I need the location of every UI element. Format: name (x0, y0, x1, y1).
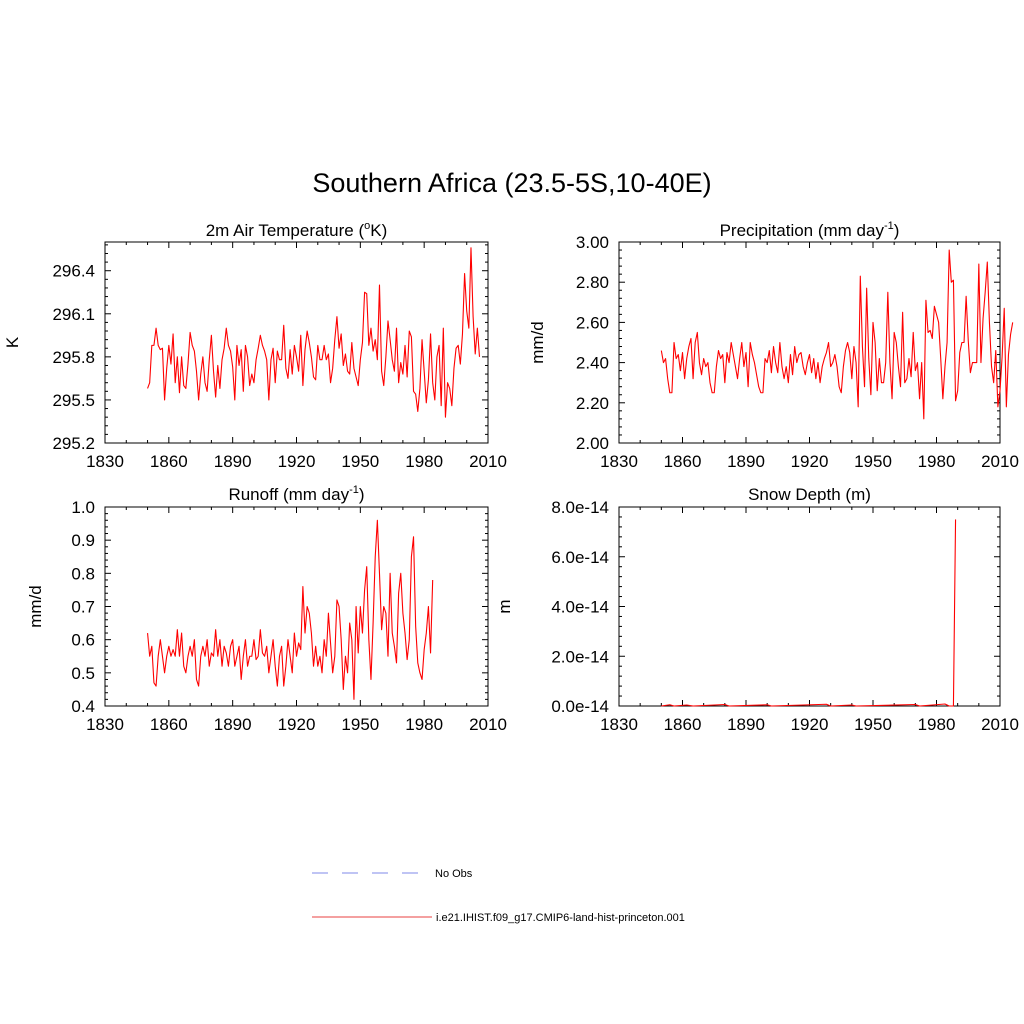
air-temperature-x-tick-label: 1890 (214, 452, 252, 471)
snow-depth-x-tick-label: 2010 (981, 715, 1019, 734)
air-temperature-x-tick-label: 1950 (341, 452, 379, 471)
runoff-title: Runoff (mm day-1) (228, 484, 364, 504)
air-temperature-x-tick-label: 1860 (150, 452, 188, 471)
precipitation-y-tick-label: 2.60 (576, 313, 609, 332)
air-temperature-y-tick-label: 295.2 (52, 434, 95, 453)
air-temperature-x-tick-label: 1980 (405, 452, 443, 471)
precipitation-x-tick-label: 1830 (600, 452, 638, 471)
snow-depth-y-tick-label: 2.0e-14 (551, 647, 609, 666)
runoff-series-line (147, 519, 434, 700)
snow-depth-x-tick-label: 1860 (664, 715, 702, 734)
runoff-y-tick-label: 1.0 (71, 498, 95, 517)
runoff-y-tick-label: 0.8 (71, 564, 95, 583)
legend: No Obs i.e21.IHIST.f09_g17.CMIP6-land-hi… (312, 868, 685, 924)
precipitation-x-tick-label: 1980 (918, 452, 956, 471)
air-temperature-x-tick-label: 1920 (278, 452, 316, 471)
runoff-y-tick-label: 0.4 (71, 697, 95, 716)
runoff-x-tick-label: 2010 (469, 715, 507, 734)
figure-title: Southern Africa (23.5-5S,10-40E) (312, 168, 712, 198)
runoff-y-tick-label: 0.7 (71, 598, 95, 617)
panel-precipitation: 1830 1860 1890 1920 1950 1980 2010 2.00 2.20 2.40… (528, 220, 1019, 471)
air-temperature-y-tick-label: 295.5 (52, 391, 95, 410)
runoff-plot-frame (104, 506, 489, 707)
legend-label-no-obs: No Obs (435, 868, 473, 880)
runoff-x-tick-label: 1890 (214, 715, 252, 734)
panel-snow-depth: 1830 1860 1890 1920 1950 1980 2010 0.0e-14 2.0e-… (495, 485, 1019, 734)
legend-label-model: i.e21.IHIST.f09_g17.CMIP6-land-hist-prin… (436, 912, 685, 924)
precipitation-x-tick-label: 2010 (981, 452, 1019, 471)
precipitation-y-tick-label: 2.80 (576, 273, 609, 292)
snow-depth-plot-frame (618, 506, 1001, 707)
precipitation-x-tick-label: 1890 (727, 452, 765, 471)
snow-depth-y-axis-label: m (495, 599, 514, 613)
air-temperature-y-tick-label: 295.8 (52, 348, 95, 367)
snow-depth-x-tick-label: 1950 (854, 715, 892, 734)
runoff-y-tick-label: 0.6 (71, 631, 95, 650)
snow-depth-x-tick-label: 1830 (600, 715, 638, 734)
air-temperature-y-tick-label: 296.4 (52, 262, 95, 281)
panel-air-temperature: 1830 1860 1890 1920 1950 1980 2010 295.2 295.5 29… (3, 220, 507, 471)
runoff-x-tick-label: 1920 (278, 715, 316, 734)
air-temperature-title: 2m Air Temperature (oK) (206, 220, 388, 240)
panel-runoff: 1830 1860 1890 1920 1950 1980 2010 0.4 0.5 0.6 0.7… (26, 484, 507, 734)
precipitation-y-tick-label: 2.20 (576, 394, 609, 413)
runoff-x-tick-label: 1950 (341, 715, 379, 734)
snow-depth-y-tick-label: 6.0e-14 (551, 548, 609, 567)
precipitation-x-tick-label: 1950 (854, 452, 892, 471)
snow-depth-y-tick-label: 0.0e-14 (551, 697, 609, 716)
snow-depth-x-tick-label: 1890 (727, 715, 765, 734)
snow-depth-x-tick-label: 1920 (791, 715, 829, 734)
runoff-x-tick-label: 1860 (150, 715, 188, 734)
air-temperature-x-tick-label: 1830 (86, 452, 124, 471)
precipitation-plot-frame (618, 241, 1001, 444)
precipitation-title: Precipitation (mm day-1) (720, 220, 900, 240)
air-temperature-y-tick-label: 296.1 (52, 305, 95, 324)
runoff-x-tick-label: 1980 (405, 715, 443, 734)
runoff-y-tick-label: 0.5 (71, 664, 95, 683)
runoff-y-axis-label: mm/d (26, 585, 45, 628)
snow-depth-x-tick-label: 1980 (918, 715, 956, 734)
runoff-y-tick-label: 0.9 (71, 531, 95, 550)
air-temperature-series-line (147, 247, 481, 418)
precipitation-x-tick-label: 1920 (791, 452, 829, 471)
snow-depth-title: Snow Depth (m) (748, 485, 871, 504)
air-temperature-y-axis-label: K (3, 336, 22, 348)
snow-depth-y-tick-label: 8.0e-14 (551, 498, 609, 517)
runoff-x-tick-label: 1830 (86, 715, 124, 734)
precipitation-y-tick-label: 2.40 (576, 354, 609, 373)
precipitation-y-tick-label: 3.00 (576, 233, 609, 252)
precipitation-x-tick-label: 1860 (664, 452, 702, 471)
air-temperature-x-tick-label: 2010 (469, 452, 507, 471)
precipitation-y-tick-label: 2.00 (576, 434, 609, 453)
snow-depth-series-line (661, 519, 957, 707)
precipitation-series-line (660, 249, 1014, 420)
snow-depth-y-tick-label: 4.0e-14 (551, 598, 609, 617)
precipitation-y-axis-label: mm/d (528, 321, 547, 364)
